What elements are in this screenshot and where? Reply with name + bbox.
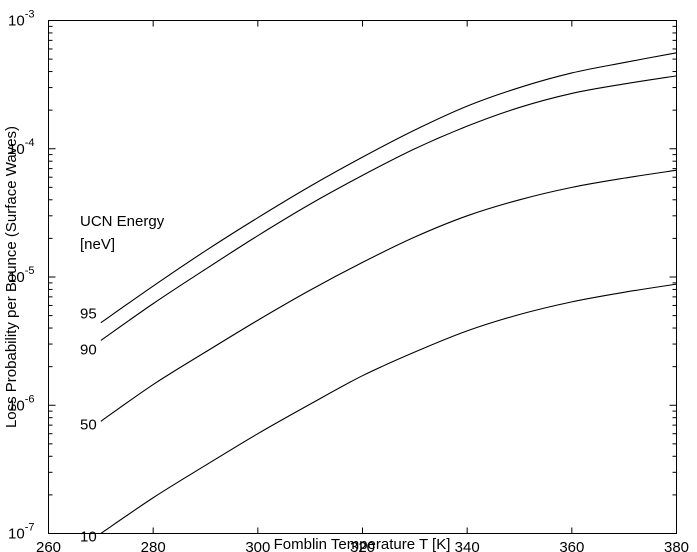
y-tick-label: 10-3 [8,9,34,30]
plot-frame [48,20,677,534]
x-tick-labels: 260 280 300 320 340 360 380 [36,539,689,552]
x-tick-label: 380 [664,539,689,552]
legend-title-line2: [neV] [80,236,115,253]
series-line-90 [100,75,677,341]
series-label-90: 90 [80,341,97,358]
y-tick-label: 10-4 [8,137,34,158]
x-axis-label: Fomblin Temperature T [K] [274,536,451,552]
series-line-95 [100,52,677,324]
y-tick-label: 10-5 [8,265,34,286]
x-tick-label: 260 [36,539,61,552]
legend-title-line1: UCN Energy [80,213,165,230]
x-tick-label: 320 [350,539,375,552]
x-tick-label: 300 [245,539,270,552]
series-labels: 95 90 50 10 [80,306,97,546]
x-tick-label: 360 [559,539,584,552]
x-tick-label: 280 [141,539,166,552]
series-line-50 [100,169,677,422]
series-label-50: 50 [80,416,97,433]
y-tick-labels: 10-7 10-6 10-5 10-4 10-3 [8,9,34,543]
series-lines [100,52,677,534]
y-axis-label: Loss Probability per Bounce (Surface Wav… [3,126,20,428]
axis-ticks [48,20,677,534]
series-label-10: 10 [80,529,97,546]
y-tick-label: 10-6 [8,393,34,414]
y-tick-label: 10-7 [8,522,34,543]
series-label-95: 95 [80,306,97,323]
series-line-10 [100,283,677,534]
x-tick-label: 340 [455,539,480,552]
